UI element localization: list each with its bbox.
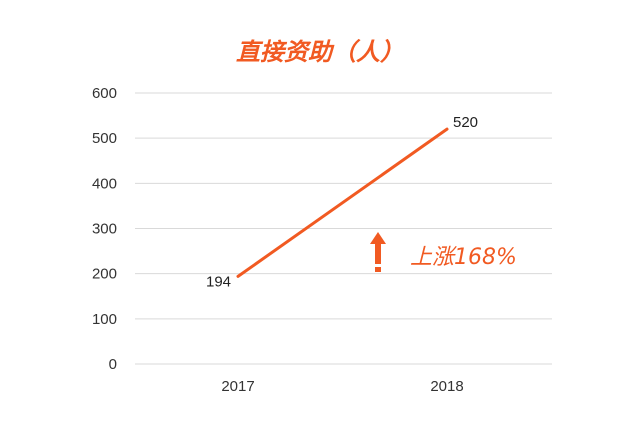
x-axis-tick-labels: 2017 2018 bbox=[221, 378, 463, 395]
y-axis-tick-labels: 0 100 200 300 400 500 600 bbox=[92, 85, 117, 373]
data-labels: 194 520 bbox=[206, 114, 478, 290]
y-tick-label: 300 bbox=[92, 221, 117, 238]
series-line bbox=[236, 127, 449, 278]
grid-lines bbox=[135, 92, 552, 365]
y-tick-label: 100 bbox=[92, 311, 117, 328]
y-tick-label: 0 bbox=[109, 356, 117, 373]
arrow-up-icon bbox=[370, 232, 386, 272]
y-tick-label: 600 bbox=[92, 85, 117, 102]
y-tick-label: 400 bbox=[92, 175, 117, 192]
x-tick-label: 2017 bbox=[221, 378, 254, 395]
x-tick-label: 2018 bbox=[430, 378, 463, 395]
y-tick-label: 200 bbox=[92, 266, 117, 283]
y-tick-label: 500 bbox=[92, 130, 117, 147]
data-label: 520 bbox=[453, 114, 478, 131]
data-label: 194 bbox=[206, 273, 231, 290]
increase-annotation: 上涨168% bbox=[370, 232, 517, 272]
chart-title: 直接资助（人） bbox=[236, 38, 404, 66]
series-group bbox=[236, 127, 449, 278]
increase-annotation-text: 上涨168% bbox=[410, 245, 517, 270]
